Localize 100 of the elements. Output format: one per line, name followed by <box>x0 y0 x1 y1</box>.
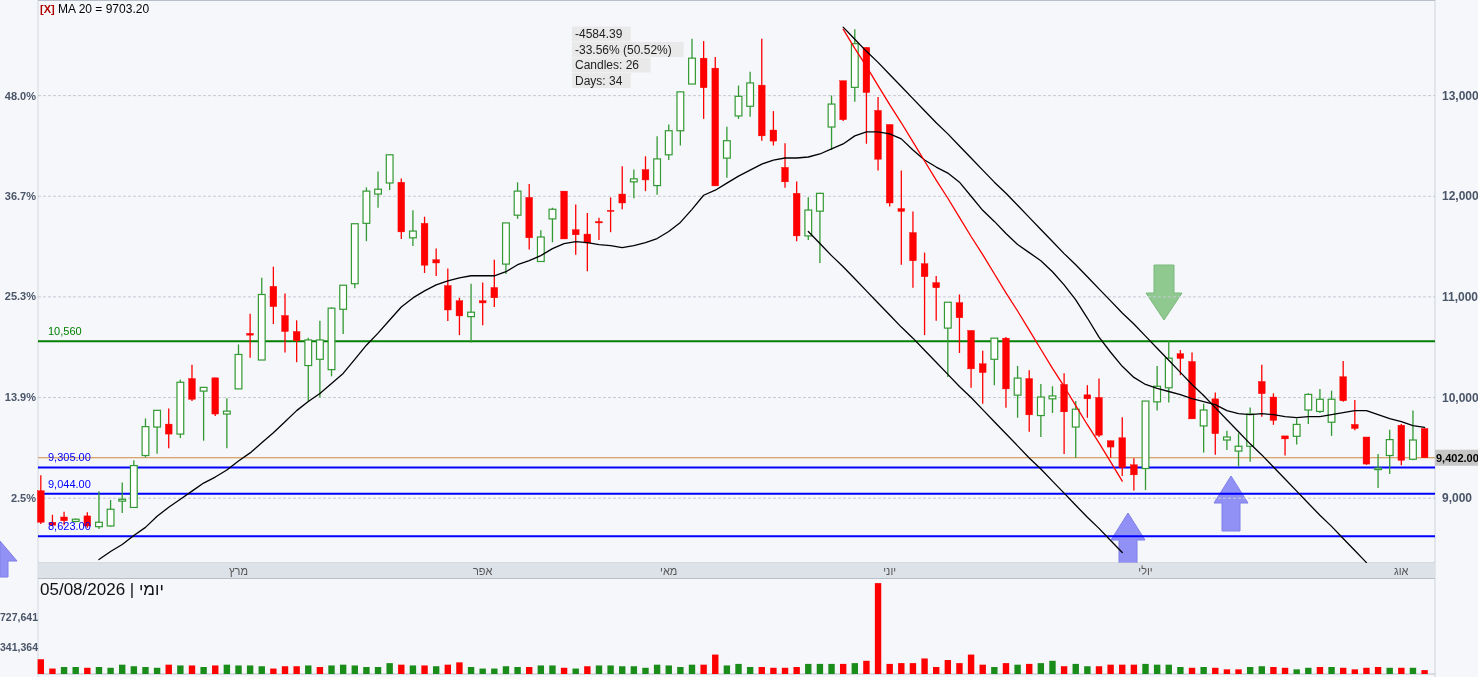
ref-line-label: 9,044.00 <box>48 477 91 490</box>
bar <box>444 664 451 674</box>
bar <box>1142 663 1149 674</box>
bar <box>886 663 893 674</box>
bar <box>1258 666 1265 674</box>
candlestick <box>199 386 208 442</box>
text: MA 20 = 9703.20 <box>58 2 150 16</box>
x-tick-label: יולי <box>1138 565 1153 577</box>
bar <box>281 666 289 674</box>
candlestick <box>1199 403 1208 454</box>
candlestick <box>548 207 557 243</box>
bar <box>898 663 905 674</box>
candlestick <box>246 313 254 359</box>
bar <box>130 666 138 674</box>
y-tick-label: 9,000 <box>1442 491 1473 506</box>
bar <box>200 667 207 674</box>
y-tick-label: 727,641 <box>0 611 39 624</box>
bar <box>165 664 172 674</box>
candlestick <box>897 169 905 266</box>
bar <box>432 666 440 674</box>
bar <box>653 664 661 674</box>
bar <box>316 667 324 674</box>
bar <box>967 654 975 674</box>
bar <box>1095 666 1103 674</box>
candlestick <box>118 481 127 514</box>
bar <box>956 663 963 674</box>
y2-tick-label: 36.7% <box>4 189 37 202</box>
bar <box>781 667 789 674</box>
y-tick-label: 13,000 <box>1442 88 1478 103</box>
candlestick <box>827 94 836 151</box>
bar <box>1002 663 1010 674</box>
bar <box>560 667 568 674</box>
bar <box>700 664 707 674</box>
bar <box>828 663 835 674</box>
bar <box>1223 669 1231 674</box>
bar <box>526 667 533 674</box>
x-tick-label: אפר <box>472 565 493 577</box>
bar <box>153 667 161 674</box>
bar <box>979 664 986 674</box>
bar <box>293 666 300 674</box>
candlestick <box>106 499 115 528</box>
y-tick-label: 10,000 <box>1442 390 1478 405</box>
candlestick <box>490 259 498 308</box>
candlestick <box>293 319 301 363</box>
ref-line-label: 10,560 <box>48 325 82 338</box>
bar <box>1014 664 1021 674</box>
candlestick <box>1281 435 1289 457</box>
annotation: -33.56% (50.52%) <box>575 42 672 57</box>
bar <box>793 667 800 674</box>
bar <box>851 663 858 674</box>
candlestick <box>1258 364 1266 418</box>
bar <box>491 668 498 674</box>
candlestick <box>641 155 650 192</box>
candlestick <box>1130 457 1138 492</box>
y2-tick-label: 13.9% <box>4 391 37 404</box>
y-tick-label: 341,364 <box>0 641 39 654</box>
bar <box>1084 666 1091 674</box>
bar <box>642 667 649 674</box>
y-tick-label: 12,000 <box>1442 189 1478 204</box>
bar <box>1119 664 1126 674</box>
bar <box>398 664 405 674</box>
bar <box>770 667 777 674</box>
bar <box>816 663 824 674</box>
candlestick <box>1385 429 1394 475</box>
candlestick <box>165 407 173 449</box>
y2-tick-label: 25.3% <box>4 290 37 303</box>
bar <box>502 666 510 674</box>
bar <box>351 665 358 674</box>
bar <box>1374 667 1382 674</box>
x-tick-label: אוג <box>1394 565 1409 577</box>
candlestick <box>408 209 417 247</box>
chart-title: יומי | 05/08/2026 <box>40 579 164 599</box>
y2-tick-label: 48.0% <box>4 89 37 102</box>
candlestick <box>1408 409 1417 461</box>
bar <box>107 667 114 674</box>
bar <box>60 667 68 674</box>
bar <box>119 664 126 674</box>
candlestick <box>815 191 824 264</box>
candlestick <box>932 275 940 322</box>
bar <box>246 665 254 674</box>
candlestick <box>1315 388 1324 414</box>
candlestick <box>315 320 324 399</box>
candlestick <box>1048 385 1057 414</box>
bar <box>688 664 696 674</box>
x-tick-label: מאי <box>660 565 678 577</box>
bar <box>409 665 417 674</box>
bar <box>805 663 812 674</box>
bar <box>142 667 149 674</box>
annotation: -4584.39 <box>575 27 623 41</box>
candlestick <box>432 247 440 277</box>
candlestick <box>618 165 626 210</box>
bar <box>874 583 882 674</box>
bar <box>921 658 928 674</box>
candlestick <box>1083 384 1091 419</box>
annotation: Days: 34 <box>575 73 623 88</box>
bar <box>467 667 475 674</box>
bar <box>863 660 870 674</box>
bar <box>1386 667 1393 674</box>
x-tick-label: מרץ <box>229 565 248 577</box>
annotation: Candles: 26 <box>575 58 640 72</box>
